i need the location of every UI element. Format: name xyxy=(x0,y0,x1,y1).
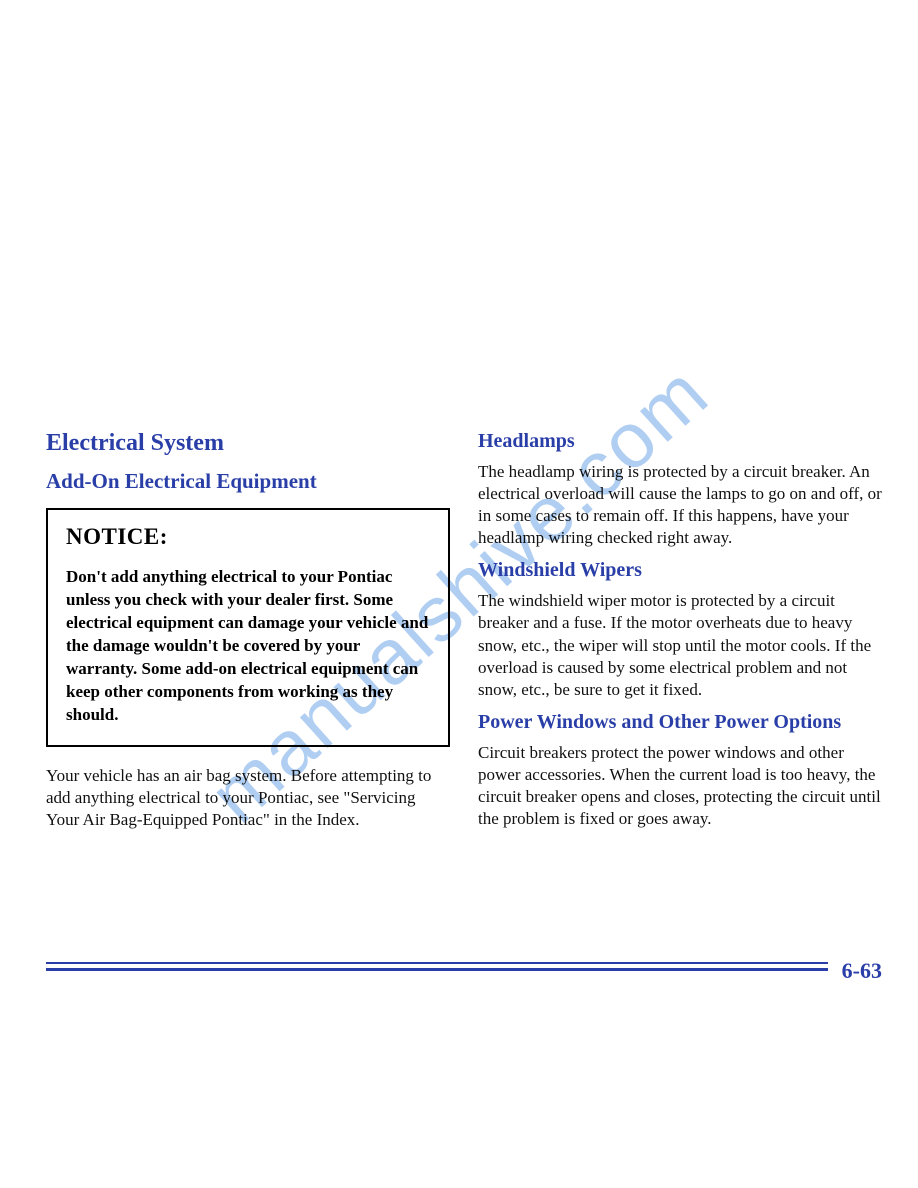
two-column-content: Electrical System Add-On Electrical Equi… xyxy=(46,430,882,839)
power-windows-heading: Power Windows and Other Power Options xyxy=(478,711,882,734)
subsection-title: Add-On Electrical Equipment xyxy=(46,469,450,494)
headlamps-body: The headlamp wiring is protected by a ci… xyxy=(478,461,882,549)
notice-box: NOTICE: Don't add anything electrical to… xyxy=(46,508,450,747)
wipers-body: The windshield wiper motor is protected … xyxy=(478,590,882,700)
left-column: Electrical System Add-On Electrical Equi… xyxy=(46,430,450,839)
manual-page: manualshive.com Electrical System Add-On… xyxy=(0,0,918,1188)
left-body-text: Your vehicle has an air bag system. Befo… xyxy=(46,765,450,831)
rule-thick xyxy=(46,968,882,971)
rule-thin xyxy=(46,962,882,964)
notice-body-text: Don't add anything electrical to your Po… xyxy=(66,566,430,727)
right-column: Headlamps The headlamp wiring is protect… xyxy=(478,430,882,839)
notice-label: NOTICE: xyxy=(66,524,430,550)
section-title: Electrical System xyxy=(46,430,450,457)
wipers-heading: Windshield Wipers xyxy=(478,559,882,582)
power-windows-body: Circuit breakers protect the power windo… xyxy=(478,742,882,830)
page-number: 6-63 xyxy=(828,958,882,984)
footer-rules xyxy=(46,962,882,971)
headlamps-heading: Headlamps xyxy=(478,430,882,453)
